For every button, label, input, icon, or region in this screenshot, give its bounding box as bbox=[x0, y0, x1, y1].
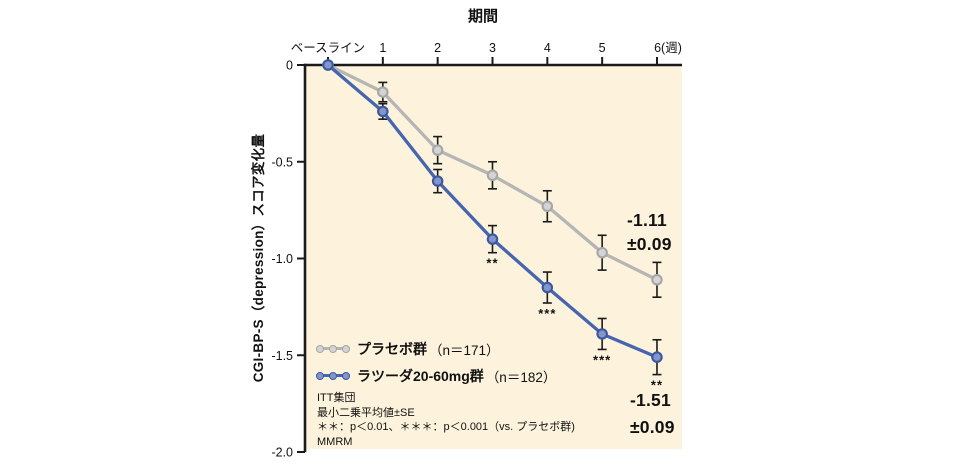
y-tick-label: -0.5 bbox=[271, 155, 293, 169]
lurasidone-line-marker-icon bbox=[316, 370, 350, 381]
placebo-data-point bbox=[596, 246, 608, 259]
legend-n-placebo: （n＝171） bbox=[429, 342, 500, 358]
lurasidone-endpoint-value: -1.51 bbox=[630, 390, 671, 410]
placebo-data-point bbox=[486, 169, 499, 182]
placebo-endpoint-se: ±0.09 bbox=[627, 234, 672, 254]
lurasidone-data-point bbox=[596, 328, 608, 340]
lurasidone-data-point bbox=[541, 281, 554, 294]
lurasidone-endpoint-annotation: -1.51 ±0.09 bbox=[630, 387, 675, 441]
plot-area bbox=[306, 66, 682, 449]
legend-n-lurasidone: （n＝182） bbox=[485, 369, 557, 385]
significance-marker: ** bbox=[651, 378, 663, 393]
legend-label-placebo: プラセボ群 bbox=[357, 340, 427, 357]
footnotes: ITT集団 最小二乗平均値±SE ＊＊：p＜0.01、＊＊＊：p＜0.001（v… bbox=[317, 391, 575, 449]
x-tick-label: 5 bbox=[599, 41, 606, 55]
significance-marker: ** bbox=[486, 256, 498, 271]
lurasidone-data-point bbox=[377, 105, 389, 118]
x-tick-label: ベースライン bbox=[291, 41, 365, 55]
legend-item-lurasidone: ラツーダ20-60mg群 （n＝182） bbox=[316, 362, 556, 389]
x-tick-label: 4 bbox=[544, 41, 551, 55]
y-tick-label: -1.5 bbox=[271, 349, 293, 363]
legend-label-lurasidone: ラツーダ20-60mg群 bbox=[357, 367, 484, 384]
significance-marker: *** bbox=[538, 306, 556, 321]
x-axis-title: 期間 bbox=[467, 8, 498, 25]
footnote-itt: ITT集団 bbox=[317, 392, 356, 404]
lurasidone-line bbox=[326, 63, 659, 359]
footnote-pvalues: ＊＊：p＜0.01、＊＊＊：p＜0.001（vs. プラセボ群) bbox=[317, 421, 575, 433]
y-tick-label: -2.0 bbox=[271, 446, 293, 460]
placebo-data-point bbox=[377, 86, 389, 98]
significance-marker: *** bbox=[593, 352, 611, 367]
placebo-line-marker-icon bbox=[316, 343, 350, 354]
y-axis-label: CGI-BP-S（depression）スコア変化量 bbox=[251, 133, 266, 383]
lurasidone-data-point bbox=[322, 59, 334, 71]
placebo-data-point bbox=[431, 144, 444, 156]
lurasidone-data-point bbox=[651, 351, 663, 363]
footnote-lsmean: 最小二乗平均値±SE bbox=[317, 406, 415, 419]
y-tick-label: 0 bbox=[286, 59, 293, 73]
lurasidone-data-point bbox=[486, 233, 499, 245]
footnote-mmrm: MMRM bbox=[317, 435, 353, 448]
legend-item-placebo: プラセボ群 （n＝171） bbox=[316, 335, 556, 362]
x-tick-label: 3 bbox=[489, 41, 496, 55]
placebo-endpoint-value: -1.11 bbox=[627, 210, 667, 230]
y-tick-label: -1.0 bbox=[271, 252, 293, 266]
legend: プラセボ群 （n＝171） ラツーダ20-60mg群 （n＝182） bbox=[316, 335, 556, 389]
lurasidone-data-point bbox=[431, 175, 444, 187]
placebo-endpoint-annotation: -1.11 ±0.09 bbox=[627, 208, 672, 256]
x-tick-label: 6(週) bbox=[654, 41, 682, 55]
x-tick-label: 2 bbox=[434, 41, 441, 55]
placebo-data-point bbox=[541, 200, 554, 213]
x-tick-label: 1 bbox=[379, 41, 386, 55]
lurasidone-endpoint-se: ±0.09 bbox=[630, 417, 675, 437]
placebo-data-point bbox=[651, 274, 663, 286]
